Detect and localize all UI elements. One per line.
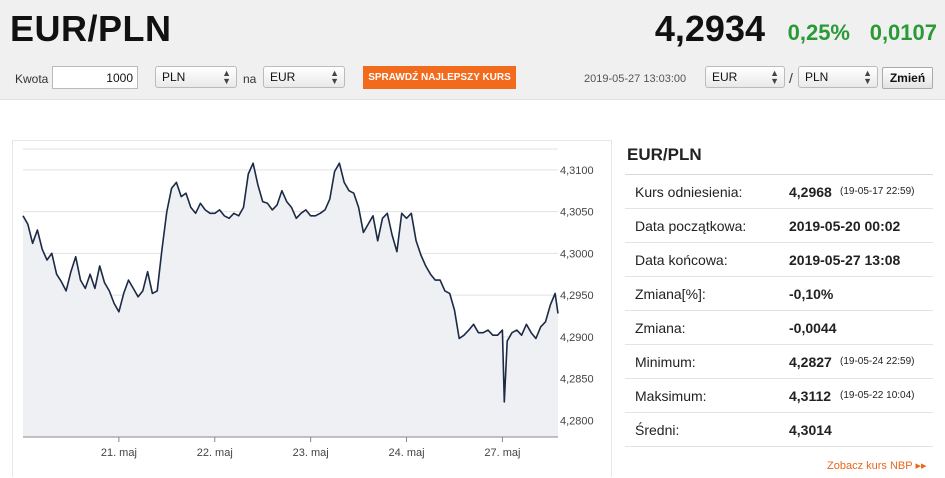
rate-timestamp: 2019-05-27 13:03:00 <box>584 73 687 85</box>
amount-input[interactable] <box>52 66 138 89</box>
stats-timestamp: (19-05-22 10:04) <box>840 390 915 401</box>
stats-label: Data początkowa: <box>635 218 747 234</box>
converter-toolbar: Kwota PLN ▲▼ na EUR ▲▼ SPRAWDŹ NAJLEPSZY… <box>0 60 945 100</box>
stats-label: Minimum: <box>635 354 696 370</box>
stats-label: Średni: <box>635 422 680 438</box>
select-arrows-icon: ▲ ▼ <box>863 68 872 86</box>
stats-timestamp: (19-05-24 22:59) <box>840 356 915 367</box>
y-tick-label: 4,2950 <box>560 290 594 302</box>
current-rate: 4,2934 <box>654 8 765 49</box>
pair-quote-value: PLN <box>805 70 829 84</box>
from-currency-select[interactable]: PLN ▲ ▼ <box>155 66 237 88</box>
x-tick-label: 24. maj <box>388 447 424 459</box>
x-tick-label: 22. maj <box>197 447 233 459</box>
stats-row: Data końcowa: 2019-05-27 13:08 <box>625 243 933 277</box>
stats-label: Maksimum: <box>635 388 707 404</box>
stats-value: 4,2827 <box>789 354 832 370</box>
y-tick-label: 4,3100 <box>560 165 594 177</box>
to-currency-select[interactable]: EUR ▲ ▼ <box>263 66 345 88</box>
change-pair-button[interactable]: Zmień <box>882 67 933 89</box>
x-tick-label: 23. maj <box>293 447 329 459</box>
stats-label: Zmiana[%]: <box>635 286 706 302</box>
stats-value: -0,10% <box>789 286 834 302</box>
x-tick-label: 27. maj <box>484 447 520 459</box>
stats-row: Zmiana[%]: -0,10% <box>625 277 933 311</box>
stats-value: 2019-05-20 00:02 <box>789 218 901 234</box>
amount-label: Kwota <box>15 72 49 86</box>
stats-label: Data końcowa: <box>635 252 728 268</box>
stats-title: EUR/PLN <box>625 138 933 175</box>
nbp-rate-link[interactable]: Zobacz kurs NBP ▸▸ <box>827 460 927 472</box>
stats-label: Kurs odniesienia: <box>635 184 743 200</box>
change-absolute: 0,0107 <box>869 20 937 45</box>
stats-row: Minimum: 4,2827 (19-05-24 22:59) <box>625 345 933 379</box>
header-bar: EUR/PLN 4,2934 0,25% 0,0107 <box>0 0 945 60</box>
rate-chart: 4,3100 4,3050 4,3000 4,2950 4,2900 4,2850 4,28… <box>22 148 594 459</box>
best-rate-button[interactable]: SPRAWDŹ NAJLEPSZY KURS <box>363 66 516 89</box>
change-percent: 0,25% <box>787 20 850 45</box>
pair-quote-select[interactable]: PLN ▲ ▼ <box>798 66 878 88</box>
pair-base-value: EUR <box>712 70 738 84</box>
stats-label: Zmiana: <box>635 320 686 336</box>
y-tick-label: 4,2900 <box>560 332 594 344</box>
from-currency-value: PLN <box>162 70 186 84</box>
select-arrows-icon: ▲ ▼ <box>222 68 231 86</box>
stats-row: Zmiana: -0,0044 <box>625 311 933 345</box>
stats-timestamp: (19-05-17 22:59) <box>840 186 915 197</box>
page-title: EUR/PLN <box>10 8 172 49</box>
stats-panel: EUR/PLN Kurs odniesienia: 4,2968 (19-05-17… <box>625 138 933 447</box>
pair-base-select[interactable]: EUR ▲ ▼ <box>705 66 785 88</box>
stats-row: Średni: 4,3014 <box>625 413 933 447</box>
x-tick-label: 21. maj <box>101 447 137 459</box>
stats-value: 2019-05-27 13:08 <box>789 252 901 268</box>
stats-value: 4,3014 <box>789 422 832 438</box>
stats-row: Kurs odniesienia: 4,2968 (19-05-17 22:59) <box>625 175 933 209</box>
select-arrows-icon: ▲ ▼ <box>330 68 339 86</box>
stats-value: 4,2968 <box>789 184 832 200</box>
stats-value: -0,0044 <box>789 320 837 336</box>
pair-separator: / <box>789 70 793 86</box>
y-tick-label: 4,2800 <box>560 415 594 427</box>
stats-value: 4,3112 <box>789 388 832 404</box>
y-tick-label: 4,3000 <box>560 248 594 260</box>
y-tick-label: 4,2850 <box>560 374 594 386</box>
to-label: na <box>243 72 257 86</box>
y-tick-label: 4,3050 <box>560 207 594 219</box>
to-currency-value: EUR <box>270 70 296 84</box>
select-arrows-icon: ▲ ▼ <box>770 68 779 86</box>
chart-container: 4,3100 4,3050 4,3000 4,2950 4,2900 4,2850 4,28… <box>12 140 612 477</box>
stats-row: Data początkowa: 2019-05-20 00:02 <box>625 209 933 243</box>
series-area <box>23 163 558 437</box>
series-line <box>22 162 559 403</box>
stats-row: Maksimum: 4,3112 (19-05-22 10:04) <box>625 379 933 413</box>
